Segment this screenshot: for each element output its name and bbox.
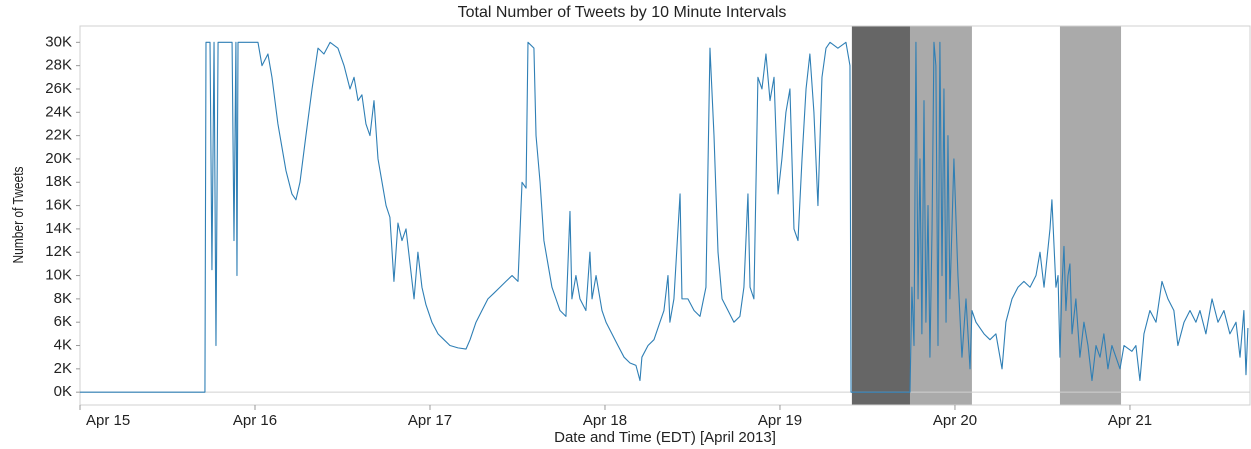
y-tick-label: 20K [45, 150, 72, 167]
y-tick-label: 12K [45, 243, 72, 260]
y-axis-title: Number of Tweets [10, 166, 27, 263]
x-tick-label: Apr 21 [1108, 412, 1152, 429]
shaded-region [1059, 26, 1122, 405]
y-tick-label: 10K [45, 267, 72, 284]
x-tick-label: Apr 16 [233, 412, 277, 429]
y-tick-label: 22K [45, 127, 72, 144]
x-tick-label: Apr 18 [583, 412, 627, 429]
y-tick-label: 28K [45, 57, 72, 74]
x-tick-label: Apr 20 [933, 412, 977, 429]
y-tick-label: 0K [54, 383, 72, 400]
chart-title: Total Number of Tweets by 10 Minute Inte… [458, 4, 787, 21]
y-tick-label: 18K [45, 173, 72, 190]
y-tick-label: 16K [45, 197, 72, 214]
plot-frame [79, 25, 1251, 406]
y-tick-label: 4K [54, 336, 72, 353]
y-tick-label: 14K [45, 220, 72, 237]
shaded-region [851, 26, 910, 405]
y-tick-label: 26K [45, 80, 72, 97]
y-tick-label: 2K [54, 360, 72, 377]
y-tick-label: 24K [45, 103, 72, 120]
y-tick-label: 6K [54, 313, 72, 330]
x-tick-label: Apr 19 [758, 412, 802, 429]
x-tick-label: Apr 15 [86, 412, 130, 429]
y-tick-label: 30K [45, 33, 72, 50]
x-tick-label: Apr 17 [408, 412, 452, 429]
y-tick-label: 8K [54, 290, 72, 307]
x-axis-title: Date and Time (EDT) [April 2013] [554, 429, 776, 446]
data-line [80, 41, 1249, 393]
